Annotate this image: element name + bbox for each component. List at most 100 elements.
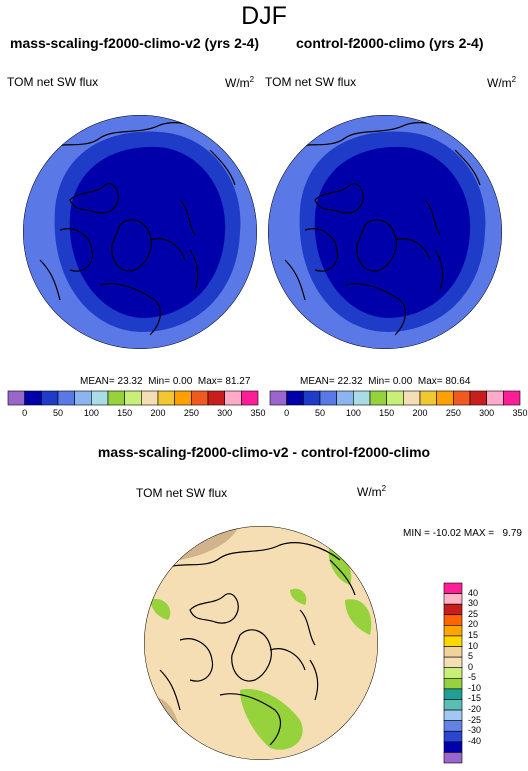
diff-colorbar-tick-label: 5 xyxy=(468,651,474,662)
colorbar-tick-label: 200 xyxy=(150,408,166,418)
diff-colorbar-tick-label: 40 xyxy=(468,587,479,598)
diff-colorbar-tick-label: 15 xyxy=(468,629,479,640)
panel-2-colorbar-labels: 0 50 100 150 200 250 300 350 xyxy=(270,408,527,420)
colorbar-tick-label: 100 xyxy=(345,408,361,418)
diff-colorbar-tick-label: -40 xyxy=(468,735,482,746)
colorbar-tick-label: 300 xyxy=(217,408,233,418)
diff-colorbar-swatch xyxy=(443,635,463,647)
colorbar-tick-label: 50 xyxy=(314,408,326,418)
panel-2-stats: MEAN= 22.32 Min= 0.00 Max= 80.64 xyxy=(300,376,471,387)
colorbar-swatch xyxy=(386,390,404,406)
panel-1-coastlines xyxy=(39,122,236,336)
colorbar-tick-label: 50 xyxy=(52,408,64,418)
colorbar-swatch xyxy=(286,390,304,406)
colorbar-swatch xyxy=(419,390,437,406)
diff-colorbar-tick-label: -15 xyxy=(468,693,482,704)
diff-colorbar-swatch xyxy=(443,582,463,594)
panel-2-colorbar xyxy=(269,390,521,406)
colorbar-swatch xyxy=(41,390,59,406)
colorbar-swatch xyxy=(7,390,25,406)
diff-colorbar-swatch xyxy=(443,593,463,605)
colorbar-tick-label: 150 xyxy=(379,408,395,418)
colorbar-swatch xyxy=(303,390,321,406)
colorbar-tick-label: 350 xyxy=(250,408,266,418)
panel-1-colorbar xyxy=(7,390,259,406)
diff-colorbar-labels: 40 30 25 20 15 10 5 0 -5 -10 -15 -20 -25 -30 -40 xyxy=(468,583,508,763)
panel-2-field xyxy=(268,115,502,349)
colorbar-swatch xyxy=(207,390,225,406)
colorbar-swatch xyxy=(353,390,371,406)
diff-colorbar-swatch xyxy=(443,667,463,679)
diff-colorbar-swatch xyxy=(443,656,463,669)
colorbar-swatch xyxy=(174,390,192,406)
diff-colorbar-tick-label: -25 xyxy=(468,714,482,725)
diff-colorbar-swatch xyxy=(443,614,463,626)
diff-colorbar xyxy=(443,582,463,764)
diff-title: mass-scaling-f2000-climo-v2 - control-f2… xyxy=(97,444,431,460)
panel-1-field xyxy=(23,115,257,349)
colorbar-tick-label: 250 xyxy=(445,408,461,418)
diff-colorbar-tick-label: -30 xyxy=(468,725,482,736)
diff-colorbar-tick-label: -20 xyxy=(468,704,482,715)
colorbar-swatch xyxy=(369,390,387,406)
colorbar-tick-label: 0 xyxy=(22,408,28,418)
diff-units: W/m2 xyxy=(357,484,387,499)
diff-colorbar-swatch xyxy=(443,699,463,711)
colorbar-swatch xyxy=(124,390,142,406)
colorbar-tick-label: 300 xyxy=(479,408,495,418)
colorbar-tick-label: 250 xyxy=(183,408,199,418)
panel-2-title: control-f2000-climo (yrs 2-4) xyxy=(296,35,484,51)
panel-1-title: mass-scaling-f2000-climo-v2 (yrs 2-4) xyxy=(10,35,259,51)
colorbar-swatch xyxy=(436,390,454,406)
diff-colorbar-tick-label: -5 xyxy=(468,672,477,683)
colorbar-tick-label: 350 xyxy=(512,408,528,418)
colorbar-swatch xyxy=(157,390,175,406)
colorbar-swatch xyxy=(319,390,337,406)
colorbar-swatch xyxy=(224,390,242,406)
colorbar-swatch xyxy=(91,390,109,406)
colorbar-swatch xyxy=(403,390,421,406)
diff-colorbar-swatch xyxy=(443,741,463,753)
diff-coastlines xyxy=(159,542,356,746)
diff-colorbar-swatch xyxy=(443,688,463,700)
diff-variable: TOM net SW flux xyxy=(136,486,228,500)
diff-colorbar-tick-label: 25 xyxy=(468,608,479,619)
colorbar-swatch xyxy=(486,390,504,406)
colorbar-swatch xyxy=(191,390,209,406)
colorbar-swatch xyxy=(24,390,42,406)
diff-colorbar-swatch xyxy=(443,752,463,764)
diff-field xyxy=(144,526,378,760)
colorbar-swatch xyxy=(241,390,259,406)
colorbar-swatch xyxy=(57,390,75,406)
colorbar-tick-label: 200 xyxy=(412,408,428,418)
colorbar-tick-label: 150 xyxy=(117,408,133,418)
panel-1-units: W/m2 xyxy=(225,75,255,90)
diff-colorbar-swatch xyxy=(443,625,463,637)
colorbar-swatch xyxy=(503,390,521,406)
diff-minmax: MIN = -10.02 MAX = 9.79 xyxy=(403,528,522,539)
panel-1-stats: MEAN= 23.32 Min= 0.00 Max= 81.27 xyxy=(80,376,251,387)
colorbar-swatch xyxy=(453,390,471,406)
diff-colorbar-tick-label: 20 xyxy=(468,619,479,630)
colorbar-tick-label: 100 xyxy=(83,408,99,418)
diff-colorbar-tick-label: 0 xyxy=(468,661,474,672)
colorbar-swatch xyxy=(141,390,159,406)
diff-colorbar-swatch xyxy=(443,730,463,743)
panel-1-colorbar-labels: 0 50 100 150 200 250 300 350 xyxy=(8,408,265,420)
diff-colorbar-swatch xyxy=(443,646,463,658)
colorbar-swatch xyxy=(107,390,125,406)
colorbar-swatch xyxy=(336,390,354,406)
diff-colorbar-swatch xyxy=(443,603,463,616)
colorbar-swatch xyxy=(469,390,487,406)
diff-colorbar-tick-label: -10 xyxy=(468,682,482,693)
colorbar-swatch xyxy=(269,390,287,406)
panel-2-variable: TOM net SW flux xyxy=(265,75,357,89)
figure-title: DJF xyxy=(241,2,287,30)
panel-2-coastlines xyxy=(284,122,481,336)
colorbar-tick-label: 0 xyxy=(284,408,290,418)
panel-1-variable: TOM net SW flux xyxy=(7,75,99,89)
diff-colorbar-swatch xyxy=(443,677,463,690)
diff-colorbar-swatch xyxy=(443,709,463,721)
diff-colorbar-tick-label: 10 xyxy=(468,640,479,651)
